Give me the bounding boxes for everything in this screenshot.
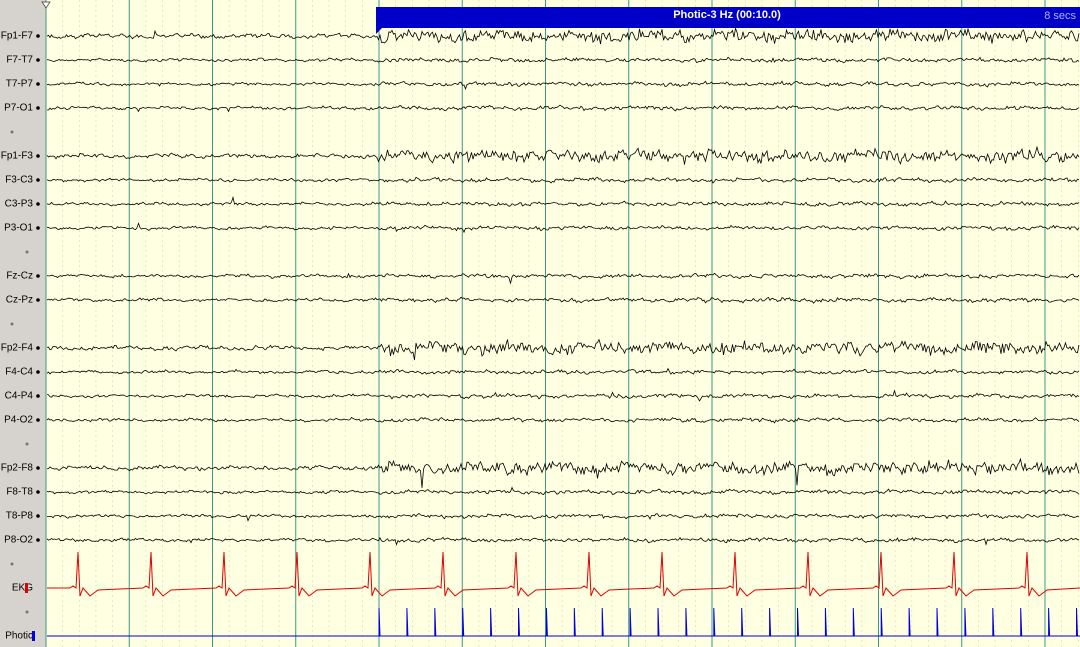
channel-dot bbox=[36, 466, 40, 470]
channel-label[interactable]: F8-T8 bbox=[6, 487, 33, 498]
time-cursor[interactable] bbox=[41, 1, 51, 9]
separator-dot bbox=[10, 130, 14, 134]
banner-marker bbox=[376, 28, 382, 34]
eeg-trace bbox=[46, 389, 1080, 402]
eeg-trace bbox=[46, 536, 1080, 546]
photic-marker bbox=[32, 631, 35, 641]
separator-dot bbox=[25, 250, 29, 254]
channel-label[interactable]: T8-P8 bbox=[6, 511, 34, 522]
channel-label[interactable]: Cz-Pz bbox=[6, 295, 33, 306]
eeg-trace bbox=[46, 513, 1080, 522]
channel-label[interactable]: Photic bbox=[5, 631, 33, 642]
channel-labels: Fp1-F7 F7-T7 T7-P7 P7-O1 Fp1-F3 F3-C3 C3-P3 P3-… bbox=[1, 31, 40, 642]
channel-label[interactable]: T7-P7 bbox=[6, 79, 34, 90]
label-panel bbox=[0, 0, 46, 647]
channel-label[interactable]: C4-P4 bbox=[5, 391, 34, 402]
channel-dot bbox=[36, 418, 40, 422]
eeg-trace bbox=[46, 486, 1080, 496]
separator-dot bbox=[10, 322, 14, 326]
channel-label[interactable]: Fp2-F8 bbox=[1, 463, 34, 474]
eeg-trace bbox=[46, 26, 1080, 45]
channel-dot bbox=[36, 370, 40, 374]
event-label: Photic-3 Hz (00:10.0) bbox=[673, 9, 781, 21]
eeg-trace bbox=[46, 416, 1080, 424]
channel-dot bbox=[36, 394, 40, 398]
channel-dot bbox=[36, 298, 40, 302]
channel-dot bbox=[36, 514, 40, 518]
channel-label[interactable]: F7-T7 bbox=[6, 55, 33, 66]
channel-label[interactable]: Fp1-F7 bbox=[1, 31, 34, 42]
channel-dot bbox=[36, 274, 40, 278]
channel-dot bbox=[36, 82, 40, 86]
channel-dot bbox=[36, 490, 40, 494]
channel-dot bbox=[36, 154, 40, 158]
separator-dot bbox=[25, 442, 29, 446]
separator-dot bbox=[25, 610, 29, 614]
page-duration: 8 secs bbox=[1044, 10, 1076, 22]
eeg-trace bbox=[46, 195, 1080, 207]
channel-dot bbox=[36, 34, 40, 38]
traces bbox=[46, 26, 1080, 637]
channel-dot bbox=[36, 178, 40, 182]
eeg-trace bbox=[46, 367, 1080, 375]
separator-dot bbox=[10, 562, 14, 566]
eeg-trace bbox=[46, 272, 1080, 285]
photic-trace bbox=[47, 607, 1080, 637]
channel-label[interactable]: P4-O2 bbox=[4, 415, 33, 426]
channel-label[interactable]: Fp2-F4 bbox=[1, 343, 34, 354]
eeg-trace bbox=[46, 56, 1080, 64]
eeg-trace bbox=[46, 222, 1080, 234]
channel-dot bbox=[36, 106, 40, 110]
trace-area bbox=[46, 0, 1080, 647]
eeg-trace bbox=[46, 296, 1080, 304]
channel-label[interactable]: P8-O2 bbox=[4, 535, 33, 546]
channel-label[interactable]: Fp1-F3 bbox=[1, 151, 34, 162]
eeg-trace bbox=[46, 338, 1080, 361]
channel-dot bbox=[36, 226, 40, 230]
eeg-trace bbox=[46, 145, 1080, 165]
channel-dot bbox=[36, 538, 40, 542]
channel-label[interactable]: EKG bbox=[12, 583, 33, 594]
eeg-trace bbox=[46, 80, 1080, 91]
channel-label[interactable]: F3-C3 bbox=[5, 175, 33, 186]
ekg-trace bbox=[47, 551, 1080, 597]
eeg-trace bbox=[46, 457, 1080, 488]
channel-dot bbox=[36, 202, 40, 206]
channel-label[interactable]: F4-C4 bbox=[5, 367, 33, 378]
ekg-marker bbox=[25, 583, 28, 593]
channel-label[interactable]: P7-O1 bbox=[4, 103, 33, 114]
event-banner[interactable] bbox=[376, 7, 1080, 28]
eeg-trace bbox=[46, 176, 1080, 184]
eeg-trace bbox=[47, 104, 1080, 113]
channel-dot bbox=[36, 58, 40, 62]
channel-label[interactable]: C3-P3 bbox=[5, 199, 34, 210]
channel-label[interactable]: Fz-Cz bbox=[6, 271, 33, 282]
channel-label[interactable]: P3-O1 bbox=[4, 223, 33, 234]
channel-dot bbox=[36, 346, 40, 350]
